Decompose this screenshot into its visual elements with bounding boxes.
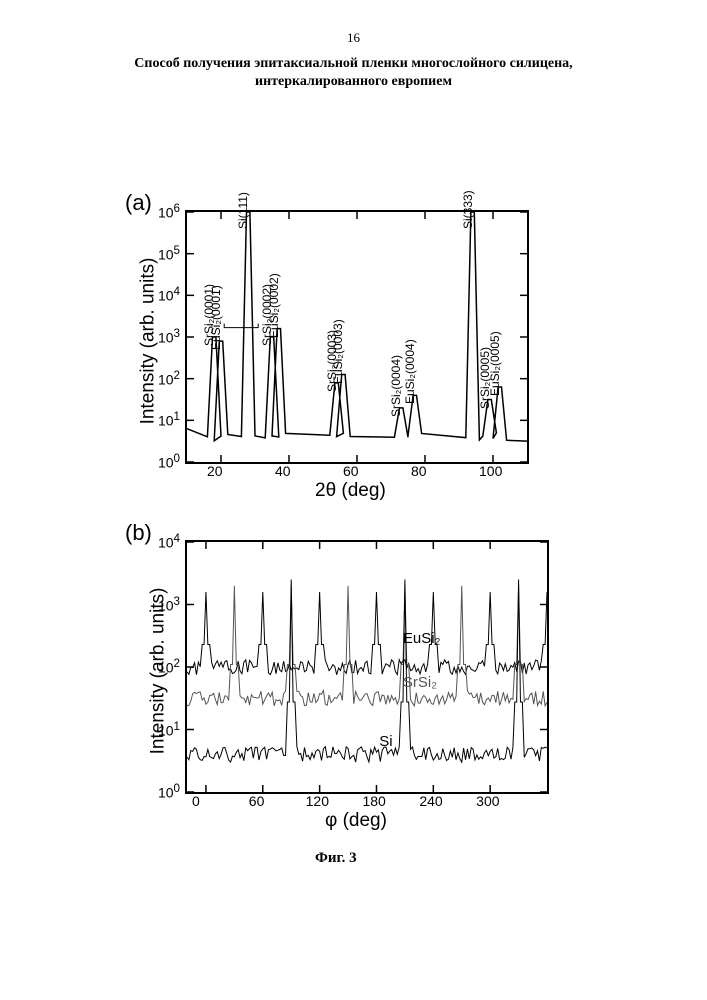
trace-label: Si — [379, 733, 392, 750]
trace-label: EuSi₂ — [403, 630, 441, 647]
panel-b-svg — [187, 542, 547, 792]
trace-label: SrSi₂ — [403, 674, 437, 691]
page-number: 16 — [347, 30, 360, 46]
panel-b-xtick: 0 — [192, 793, 200, 809]
panel-a-xlabel: 2θ (deg) — [315, 480, 386, 502]
peak-label: EuSi₂(0005) — [488, 331, 502, 396]
figure-caption: Фиг. 3 — [315, 850, 357, 867]
panel-a-xtick: 20 — [207, 463, 223, 479]
peak-label: EuSi₂(0003) — [331, 319, 345, 384]
panel-a-ytick: 104 — [150, 285, 180, 304]
panel-a-ytick: 106 — [150, 202, 180, 221]
peak-label: EuSi₂(0004) — [403, 340, 417, 405]
peak-label: Si(111) — [236, 192, 250, 229]
panel-b-xtick: 120 — [306, 793, 329, 809]
panel-b-xtick: 60 — [249, 793, 265, 809]
title-line2: интеркалированного европием — [255, 74, 452, 89]
panel-a-xtick: 40 — [275, 463, 291, 479]
panel-a-xtick: 100 — [479, 463, 502, 479]
peak-label: Si(333) — [461, 191, 475, 230]
panel-a-ytick: 103 — [150, 327, 180, 346]
title-line1: Способ получения эпитаксиальной пленки м… — [134, 56, 572, 71]
panel-a-ytick: 102 — [150, 369, 180, 388]
panel-a-svg — [187, 212, 527, 462]
panel-b-xtick: 300 — [476, 793, 499, 809]
panel-b-ytick: 102 — [150, 657, 180, 676]
panel-a-ytick: 101 — [150, 410, 180, 429]
panel-a-ytick: 100 — [150, 452, 180, 471]
panel-b-ytick: 104 — [150, 532, 180, 551]
panel-b-ytick: 101 — [150, 720, 180, 739]
panel-a-xtick: 80 — [411, 463, 427, 479]
panel-b-xlabel: φ (deg) — [325, 810, 387, 832]
panel-a-xtick: 60 — [343, 463, 359, 479]
panel-b-xtick: 240 — [419, 793, 442, 809]
peak-label: EuSi₂(0002) — [267, 273, 281, 338]
panel-b-label: (b) — [125, 520, 152, 546]
peak-label: SrSi₂(0004) — [389, 355, 403, 417]
panel-a-chart — [185, 210, 529, 464]
panel-b-ytick: 100 — [150, 782, 180, 801]
panel-a-label: (a) — [125, 190, 152, 216]
page-title: Способ получения эпитаксиальной пленки м… — [60, 55, 647, 91]
panel-b-ytick: 103 — [150, 595, 180, 614]
panel-a-ytick: 105 — [150, 244, 180, 263]
panel-b-xtick: 180 — [362, 793, 385, 809]
peak-label: EuSi₂(0001) — [209, 285, 223, 350]
panel-b-chart — [185, 540, 549, 794]
